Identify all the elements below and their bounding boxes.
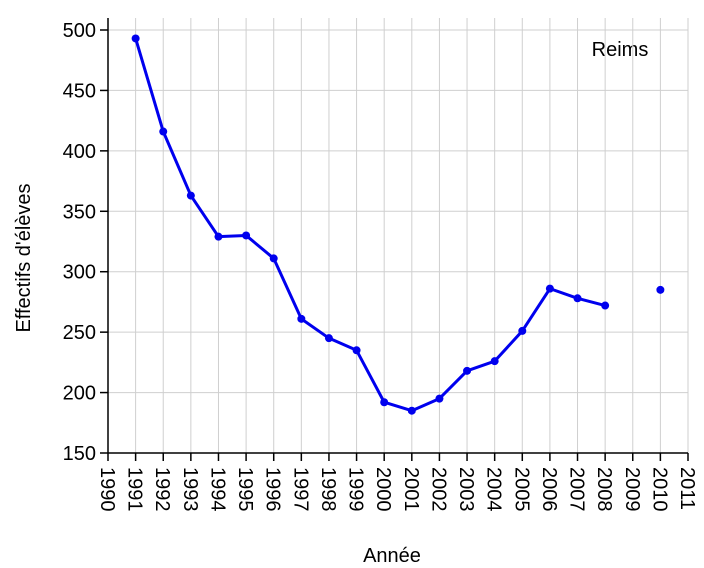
x-tick-label: 2008 [593,467,615,512]
x-tick-label: 2009 [621,467,643,512]
point [518,326,527,335]
y-tick-label: 300 [63,262,96,284]
point [463,366,472,375]
y-tick-label: 400 [63,141,96,163]
point [407,406,416,415]
x-axis-label: Année [363,545,421,567]
x-tick-label: 1997 [289,467,311,512]
x-tick-label: 2000 [372,467,394,512]
point [435,394,444,403]
annotation: Reims [592,39,649,61]
x-tick-label: 2007 [566,467,588,512]
y-tick-label: 500 [63,20,96,42]
point [352,346,361,355]
x-tick-label: 1999 [345,467,367,512]
y-tick-label: 150 [63,443,96,465]
x-tick-label: 1991 [124,467,146,512]
x-tick-label: 2005 [510,467,532,512]
x-tick-label: 2003 [455,467,477,512]
point [601,301,610,310]
x-tick-label: 1994 [206,467,228,512]
x-tick-label: 2001 [400,467,422,512]
y-axis-label: Effectifs d'élèves [13,183,35,332]
line [134,38,606,413]
point [297,314,306,323]
x-tick-label: 2002 [427,467,449,512]
x-tick-label: 1996 [262,467,284,512]
point [490,357,499,366]
point [545,284,554,293]
x-tick-label: 2006 [538,467,560,512]
x-tick-label: 1995 [234,467,256,512]
point [242,231,251,240]
y-tick-label: 450 [63,80,96,102]
point [159,127,168,136]
point [656,285,665,294]
y-tick-label: 250 [63,322,96,344]
point [214,232,223,241]
point [186,191,195,200]
x-tick-label: 2011 [676,467,698,510]
point [269,254,278,263]
point [131,34,140,43]
y-tick-label: 350 [63,201,96,223]
x-tick-label: 2010 [648,467,670,512]
x-tick-label: 2004 [483,467,505,512]
x-tick-label: 1992 [151,467,173,512]
x-tick-label: 1990 [96,467,118,512]
point [324,334,333,343]
x-tick-label: 1998 [317,467,339,512]
x-tick-label: 1993 [179,467,201,512]
point [380,398,389,407]
point [573,294,582,303]
y-tick-label: 200 [63,383,96,405]
